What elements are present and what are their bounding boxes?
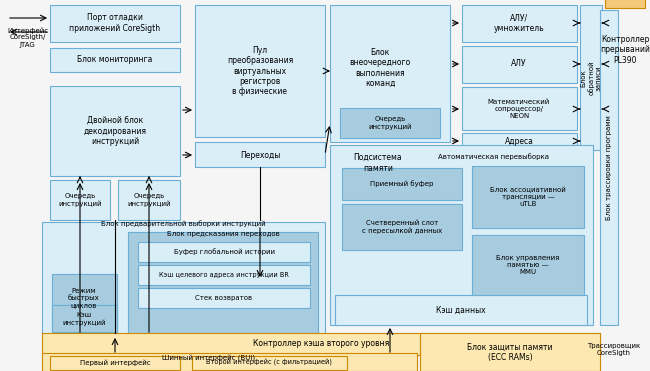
Bar xyxy=(462,87,577,130)
Text: Очередь
инструкций: Очередь инструкций xyxy=(369,116,411,130)
Text: Режим
быстрых
циклов: Режим быстрых циклов xyxy=(68,288,100,309)
Text: Первый интерфейс: Первый интерфейс xyxy=(80,360,150,366)
Bar xyxy=(138,242,310,262)
Bar xyxy=(50,5,180,42)
Text: Интерфейс
CoreSigth/
JTAG: Интерфейс CoreSigth/ JTAG xyxy=(7,27,48,47)
Bar xyxy=(52,274,117,322)
Text: Блок предварительной выборки инструкций: Блок предварительной выборки инструкций xyxy=(101,221,265,227)
Bar xyxy=(195,142,325,167)
Bar xyxy=(342,204,462,250)
Text: АЛУ: АЛУ xyxy=(512,59,526,69)
Bar xyxy=(128,232,318,335)
Bar xyxy=(580,5,602,150)
Bar xyxy=(600,10,618,325)
Bar xyxy=(42,353,417,371)
Text: Кэш целевого адреса инструкции BR: Кэш целевого адреса инструкции BR xyxy=(159,272,289,278)
Bar xyxy=(462,5,577,42)
Text: Блок
обратной
записи: Блок обратной записи xyxy=(580,61,601,95)
Bar xyxy=(118,180,180,220)
Text: Кэш
инструкций: Кэш инструкций xyxy=(62,312,106,326)
Text: Буфер глобальной истории: Буфер глобальной истории xyxy=(174,249,274,255)
Text: Трассировщик
CoreSigth: Трассировщик CoreSigth xyxy=(588,343,641,356)
Bar xyxy=(138,288,310,308)
Bar xyxy=(462,133,577,150)
Bar xyxy=(42,333,600,355)
Text: АЛУ/
умножитель: АЛУ/ умножитель xyxy=(494,13,544,33)
Bar xyxy=(472,235,584,295)
Text: Блок ассоциативной
трансляции —
uTLB: Блок ассоциативной трансляции — uTLB xyxy=(490,187,566,207)
Text: Блок защиты памяти
(ECC RAMs): Блок защиты памяти (ECC RAMs) xyxy=(467,342,552,362)
Text: Подсистема
памяти: Подсистема памяти xyxy=(354,153,402,173)
Text: Шинный интерфейс (BUI): Шинный интерфейс (BUI) xyxy=(162,355,255,361)
Text: Очередь
инструкций: Очередь инструкций xyxy=(58,193,102,207)
Bar xyxy=(340,108,440,138)
Bar xyxy=(50,180,110,220)
Text: Автоматическая перевыборка: Автоматическая перевыборка xyxy=(437,154,549,160)
Text: Счетверенный слот
с пересылкой данных: Счетверенный слот с пересылкой данных xyxy=(362,220,442,234)
Text: Контроллер кэша второго уровня: Контроллер кэша второго уровня xyxy=(253,339,389,348)
Bar xyxy=(50,86,180,176)
Bar xyxy=(195,5,325,137)
Bar xyxy=(330,5,450,142)
Text: Математический
сопроцессор/
NEON: Математический сопроцессор/ NEON xyxy=(488,99,550,119)
Text: Адреса: Адреса xyxy=(504,137,534,145)
Text: Блок
внеочередного
выполнения
команд: Блок внеочередного выполнения команд xyxy=(350,48,411,88)
Text: Переходы: Переходы xyxy=(240,151,280,160)
Text: Двойной блок
декодирования
инструкций: Двойной блок декодирования инструкций xyxy=(83,116,146,146)
Bar xyxy=(472,166,584,228)
Bar xyxy=(50,48,180,72)
Text: Блок трассировки программ: Блок трассировки программ xyxy=(606,116,612,220)
Bar xyxy=(335,295,587,325)
Text: Второй интерфейс (с фильтрацией): Второй интерфейс (с фильтрацией) xyxy=(206,359,332,367)
Bar xyxy=(42,222,325,335)
Bar xyxy=(342,168,462,200)
Text: Порт отладки
приложений CoreSigth: Порт отладки приложений CoreSigth xyxy=(70,13,161,33)
Bar xyxy=(52,305,117,332)
Text: Пул
преобразования
виртуальных
регистров
в физические: Пул преобразования виртуальных регистров… xyxy=(227,46,293,96)
Bar xyxy=(605,0,645,8)
Text: Контроллер
прерываний
PL390: Контроллер прерываний PL390 xyxy=(600,35,650,65)
Text: Блок мониторинга: Блок мониторинга xyxy=(77,56,153,65)
Text: Стек возвратов: Стек возвратов xyxy=(196,295,253,301)
Bar xyxy=(50,356,180,370)
Bar xyxy=(330,145,593,325)
Bar xyxy=(462,46,577,83)
Bar xyxy=(138,265,310,285)
Bar xyxy=(52,305,117,333)
Bar xyxy=(420,333,600,371)
Text: Блок предсказания переходов: Блок предсказания переходов xyxy=(166,231,280,237)
Bar xyxy=(192,356,347,370)
Text: Приемный буфер: Приемный буфер xyxy=(370,181,434,187)
Text: Очередь
инструкций: Очередь инструкций xyxy=(127,193,171,207)
Text: Кэш данных: Кэш данных xyxy=(436,305,486,315)
Text: Блок управления
памятью —
MMU: Блок управления памятью — MMU xyxy=(497,255,560,275)
